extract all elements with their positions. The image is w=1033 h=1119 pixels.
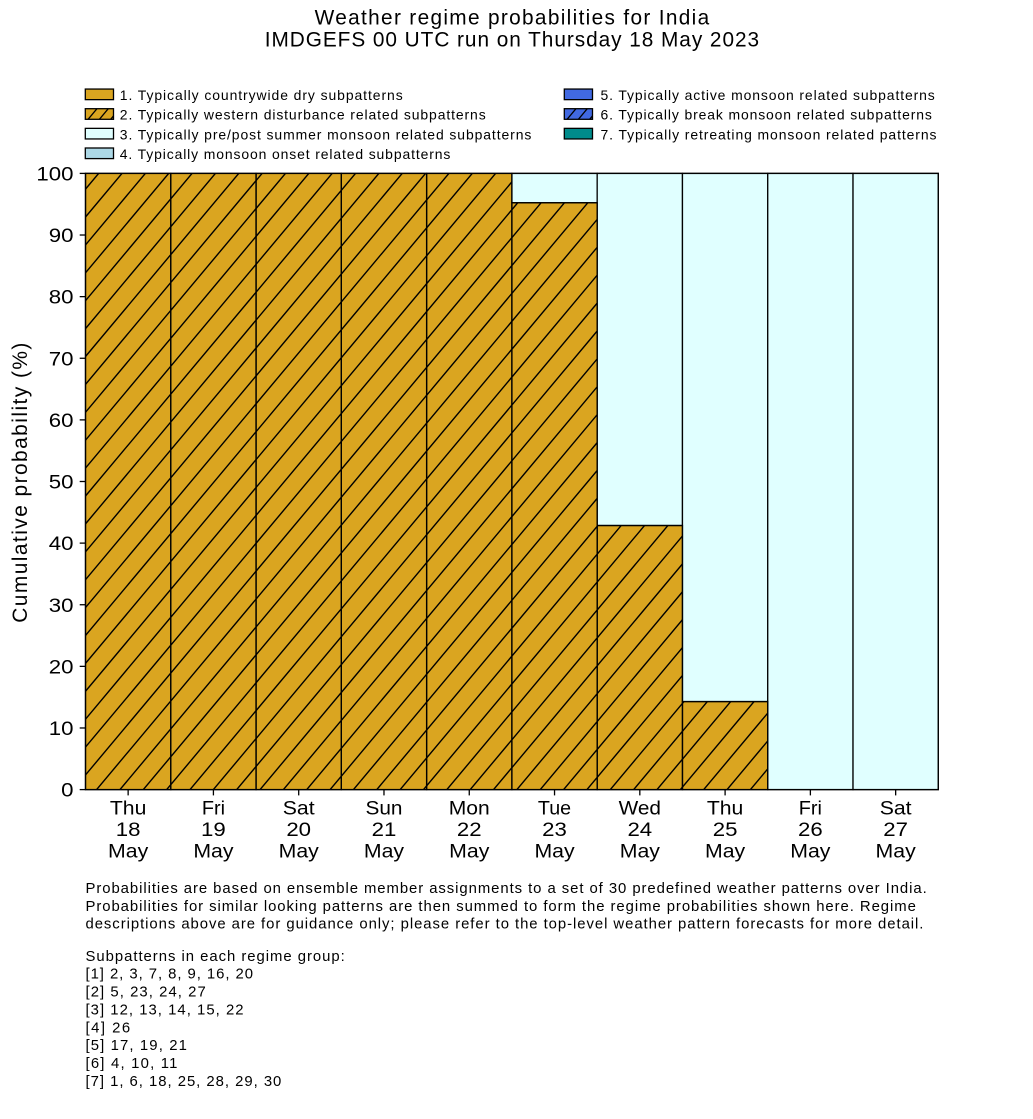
svg-text:May: May (790, 841, 830, 863)
svg-text:0: 0 (61, 780, 74, 802)
svg-text:Probabilities for similar look: Probabilities for similar looking patter… (86, 899, 916, 915)
svg-text:May: May (876, 841, 916, 863)
svg-text:24: 24 (627, 819, 652, 841)
svg-text:27: 27 (883, 819, 908, 841)
svg-text:[3] 12, 13, 14, 15, 22: [3] 12, 13, 14, 15, 22 (86, 1002, 244, 1018)
svg-text:Sun: Sun (365, 798, 402, 820)
svg-text:Thu: Thu (110, 798, 147, 820)
svg-text:Cumulative probability (%): Cumulative probability (%) (9, 343, 32, 623)
svg-text:May: May (534, 841, 574, 863)
svg-text:May: May (620, 841, 660, 863)
svg-text:[1] 2, 3, 7, 8, 9, 16, 20: [1] 2, 3, 7, 8, 9, 16, 20 (86, 967, 253, 983)
svg-text:May: May (279, 841, 319, 863)
svg-text:May: May (705, 841, 745, 863)
svg-text:Wed: Wed (619, 798, 661, 820)
svg-text:Sat: Sat (283, 798, 316, 820)
svg-text:18: 18 (116, 819, 141, 841)
svg-text:5. Typically active monsoon re: 5. Typically active monsoon related subp… (601, 87, 935, 103)
svg-text:23: 23 (542, 819, 567, 841)
svg-text:Sat: Sat (880, 798, 913, 820)
svg-text:3. Typically pre/post summer m: 3. Typically pre/post summer monsoon rel… (120, 126, 532, 142)
svg-text:[7] 1, 6, 18, 25, 28, 29, 30: [7] 1, 6, 18, 25, 28, 29, 30 (86, 1074, 282, 1090)
svg-text:20: 20 (49, 656, 74, 678)
svg-text:[5] 17, 19, 21: [5] 17, 19, 21 (86, 1038, 187, 1054)
svg-text:60: 60 (49, 410, 74, 432)
svg-text:7. Typically retreating monsoo: 7. Typically retreating monsoon related … (601, 126, 937, 142)
svg-text:[4] 26: [4] 26 (86, 1020, 131, 1036)
svg-text:30: 30 (49, 595, 74, 617)
svg-text:80: 80 (49, 287, 74, 309)
svg-text:26: 26 (798, 819, 823, 841)
svg-text:Tue: Tue (538, 798, 571, 820)
svg-text:[2] 5, 23, 24, 27: [2] 5, 23, 24, 27 (86, 985, 206, 1001)
svg-text:22: 22 (457, 819, 482, 841)
svg-text:4. Typically monsoon onset rel: 4. Typically monsoon onset related subpa… (120, 146, 451, 162)
svg-text:Fri: Fri (799, 798, 822, 820)
svg-text:100: 100 (36, 163, 73, 185)
svg-text:90: 90 (49, 225, 74, 247)
svg-text:Fri: Fri (202, 798, 225, 820)
svg-text:25: 25 (713, 819, 738, 841)
svg-text:May: May (108, 841, 148, 863)
svg-text:May: May (364, 841, 404, 863)
svg-text:20: 20 (286, 819, 311, 841)
svg-text:Subpatterns in each regime gro: Subpatterns in each regime group: (86, 949, 345, 965)
svg-text:May: May (449, 841, 489, 863)
svg-text:70: 70 (49, 348, 74, 370)
svg-text:10: 10 (49, 718, 74, 740)
svg-text:Thu: Thu (707, 798, 744, 820)
svg-text:IMDGEFS 00 UTC run on Thursday: IMDGEFS 00 UTC run on Thursday 18 May 20… (265, 29, 759, 52)
svg-text:Probabilities are based on ens: Probabilities are based on ensemble memb… (86, 881, 927, 897)
svg-text:Mon: Mon (449, 798, 490, 820)
svg-text:50: 50 (49, 472, 74, 494)
svg-text:6. Typically break monsoon rel: 6. Typically break monsoon related subpa… (601, 107, 932, 123)
svg-text:May: May (193, 841, 233, 863)
svg-text:40: 40 (49, 533, 74, 555)
svg-text:1. Typically countrywide dry s: 1. Typically countrywide dry subpatterns (120, 87, 403, 103)
svg-text:2. Typically western disturban: 2. Typically western disturbance related… (120, 107, 486, 123)
svg-text:19: 19 (201, 819, 226, 841)
svg-text:descriptions above are for gui: descriptions above are for guidance only… (86, 917, 924, 933)
svg-text:21: 21 (372, 819, 397, 841)
